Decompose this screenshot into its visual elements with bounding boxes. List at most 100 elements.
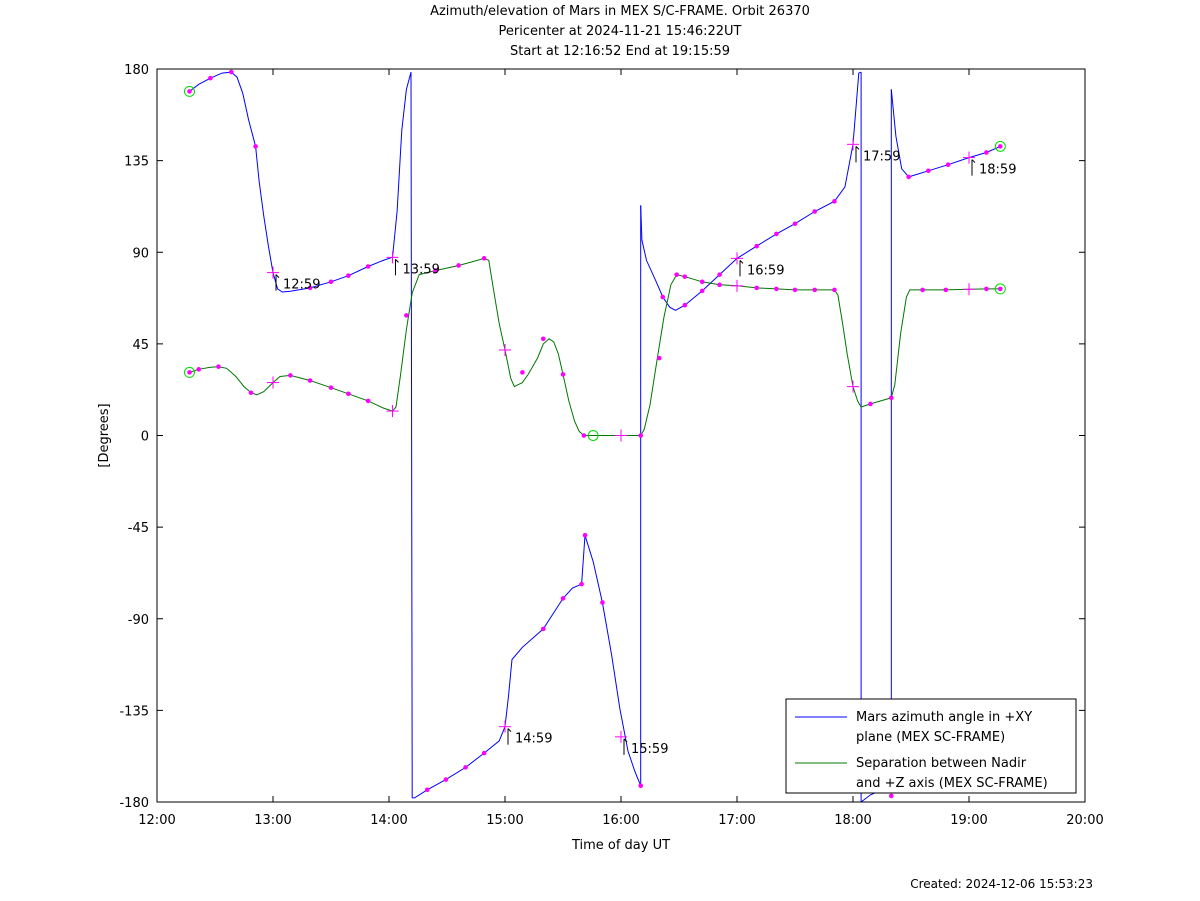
separation-marker-point <box>307 378 313 383</box>
azimuth-marker-point <box>328 279 334 285</box>
x-tick-label: 13:00 <box>254 813 291 828</box>
hour-annotation-pointer <box>971 159 976 163</box>
hour-annotation-pointer <box>507 728 512 733</box>
separation-marker-point <box>365 398 371 404</box>
azimuth-marker-point <box>481 750 487 756</box>
hour-annotation-label: 12:59 <box>283 278 320 293</box>
azimuth-line-segment <box>189 71 412 293</box>
separation-endpoint-circle <box>994 283 1006 295</box>
hour-annotation-label: 18:59 <box>979 163 1016 178</box>
separation-marker-point <box>717 282 722 288</box>
azimuth-marker-point <box>812 209 818 214</box>
azimuth-marker-point <box>579 581 584 587</box>
separation-marker-point <box>792 287 798 293</box>
x-tick-label: 18:00 <box>834 813 871 828</box>
separation-marker-point <box>868 401 873 407</box>
legend-label-separation-1: Separation between Nadir <box>856 756 1027 771</box>
azimuth-marker-point <box>187 89 192 94</box>
azimuth-marker-point <box>540 626 546 632</box>
hour-annotation-label: 13:59 <box>402 262 439 277</box>
separation-marker-point <box>560 372 566 377</box>
azimuth-marker-point <box>600 600 605 605</box>
hour-annotation-pointer <box>623 738 628 743</box>
separation-marker-point <box>699 279 705 285</box>
x-tick-label: 20:00 <box>1066 813 1103 828</box>
separation-marker-point <box>888 395 894 401</box>
x-tick-label: 12:00 <box>138 813 175 828</box>
azimuth-marker-point <box>792 221 798 227</box>
separation-marker-point <box>656 355 662 361</box>
azimuth-marker-point <box>998 144 1003 149</box>
azimuth-marker-point <box>307 285 313 291</box>
hour-annotation-label: 17:59 <box>863 149 900 164</box>
azimuth-marker-point <box>754 243 760 249</box>
azimuth-marker-point <box>346 273 351 278</box>
y-tick-label: 45 <box>132 338 149 353</box>
y-tick-label: 180 <box>124 63 149 78</box>
azimuth-endpoint-circle <box>183 85 195 97</box>
azimuth-marker-point <box>926 168 931 174</box>
separation-marker-point <box>920 287 925 293</box>
chart-title: Azimuth/elevation of Mars in MEX S/C-FRA… <box>430 4 810 19</box>
separation-marker-point <box>216 364 221 369</box>
separation-marker-point <box>998 286 1003 292</box>
y-tick-label: -45 <box>128 521 149 536</box>
x-axis-label: Time of day UT <box>571 838 670 853</box>
y-tick-label: -135 <box>119 704 149 719</box>
azimuth-marker-point <box>582 532 588 538</box>
legend-label-azimuth-1: Mars azimuth angle in +XY <box>856 710 1032 725</box>
azimuth-marker-point <box>424 787 430 793</box>
separation-marker-point <box>943 287 949 293</box>
x-tick-label: 14:00 <box>370 813 407 828</box>
separation-endpoint-circle <box>587 430 599 441</box>
separation-marker-point <box>774 286 779 292</box>
separation-marker-point <box>682 274 688 279</box>
hour-annotation-label: 15:59 <box>631 742 668 757</box>
azimuth-marker-point <box>660 294 666 300</box>
separation-marker-point <box>754 285 760 291</box>
separation-marker-point <box>812 287 818 293</box>
azimuth-marker-point <box>774 231 779 237</box>
separation-marker-point <box>638 433 644 438</box>
azimuth-marker-point <box>463 765 468 770</box>
y-tick-label: 90 <box>132 246 149 261</box>
separation-marker-point <box>456 263 461 268</box>
hour-annotation-pointer <box>739 260 744 264</box>
x-tick-label: 16:00 <box>602 813 639 828</box>
hour-annotation-label: 16:59 <box>747 263 784 278</box>
separation-endpoint-circle <box>183 366 195 378</box>
azimuth-marker-point <box>717 272 722 277</box>
azimuth-marker-point <box>228 69 234 75</box>
azimuth-line-segment <box>412 535 642 799</box>
azimuth-marker-point <box>945 162 951 167</box>
separation-marker-point <box>328 385 334 390</box>
azimuth-endpoint-circle <box>994 140 1006 152</box>
azimuth-line-segment <box>410 72 413 798</box>
legend-label-azimuth-2: plane (MEX SC-FRAME) <box>856 730 1005 745</box>
separation-marker-point <box>481 256 487 261</box>
x-tick-label: 19:00 <box>950 813 987 828</box>
legend-label-separation-2: and +Z axis (MEX SC-FRAME) <box>856 776 1048 791</box>
separation-marker-point <box>832 287 837 293</box>
azimuth-marker-point <box>906 174 911 180</box>
y-tick-label: 0 <box>141 430 149 445</box>
azimuth-marker-point <box>560 596 566 601</box>
created-timestamp: Created: 2024-12-06 15:53:23 <box>910 877 1093 891</box>
azimuth-marker-point <box>888 793 894 799</box>
legend: Mars azimuth angle in +XY plane (MEX SC-… <box>785 698 1077 794</box>
pericenter-line: Pericenter at 2024-11-21 15:46:22UT <box>498 24 742 39</box>
azimuth-line-segment <box>640 71 862 311</box>
separation-marker-point <box>346 391 351 397</box>
legend-box <box>785 698 1077 794</box>
y-tick-label: -90 <box>128 613 149 628</box>
separation-marker-point <box>187 370 192 375</box>
separation-marker-point <box>540 336 546 342</box>
azimuth-marker-point <box>682 302 688 308</box>
separation-marker-point <box>433 268 438 273</box>
x-tick-label: 17:00 <box>718 813 755 828</box>
y-tick-label: 135 <box>124 155 149 170</box>
separation-marker-point <box>196 367 202 372</box>
azimuth-marker-point <box>443 777 449 782</box>
separation-marker-point <box>674 272 679 277</box>
